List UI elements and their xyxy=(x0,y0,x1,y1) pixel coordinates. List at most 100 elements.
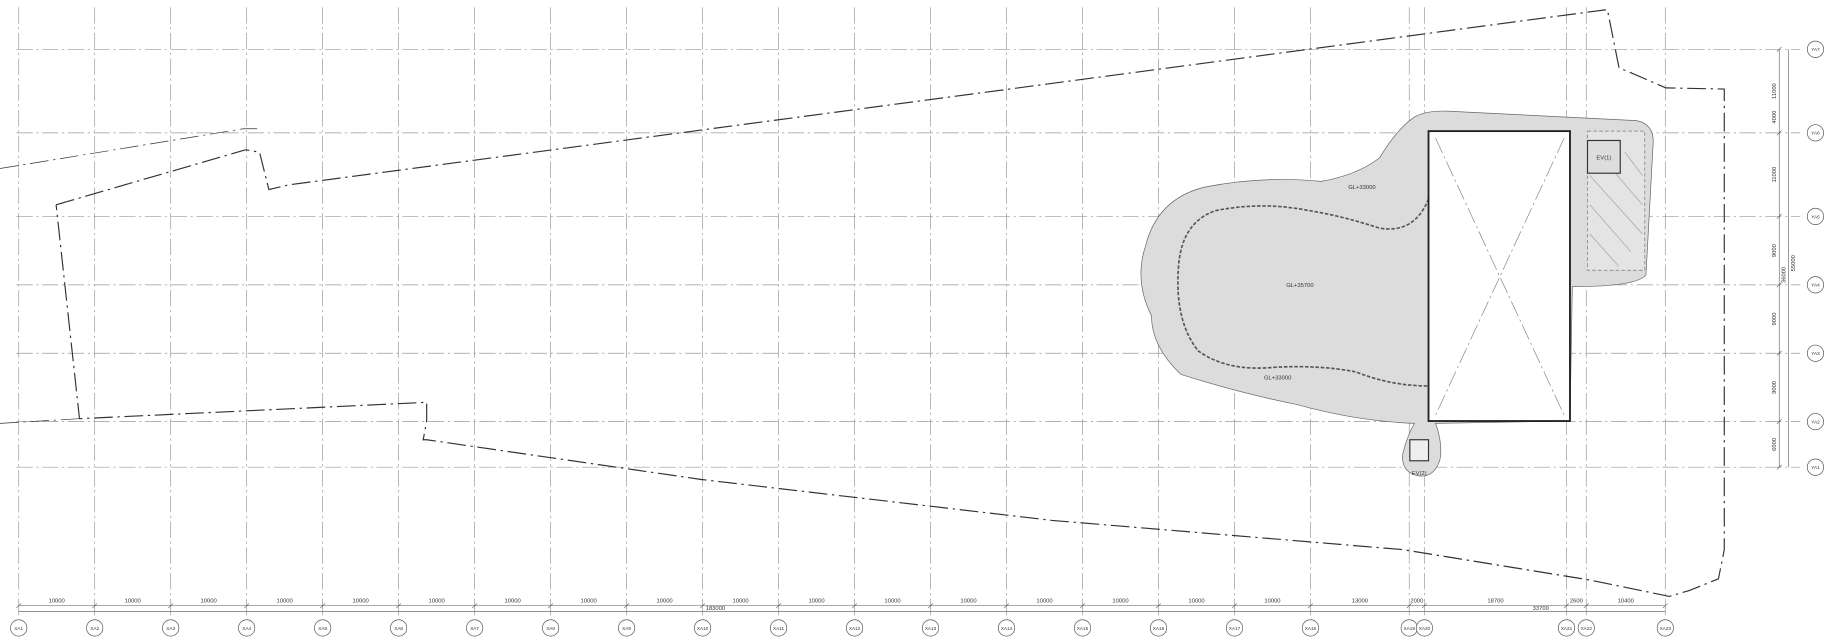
grid-bubble xyxy=(1806,40,1824,58)
dimension: 9000 xyxy=(1772,312,1778,326)
building-outline xyxy=(1427,130,1571,422)
dimension: 4000 xyxy=(1772,110,1778,124)
grid-label: XA9 xyxy=(622,626,631,631)
grid-bubble xyxy=(1806,276,1824,294)
grid-label: XA12 xyxy=(849,626,861,631)
elevator-label: EV(1) xyxy=(1596,156,1611,162)
dimension: 2600 xyxy=(1570,599,1584,605)
dimension: 10400 xyxy=(1618,599,1635,605)
grid-bubble xyxy=(846,619,864,637)
grid-label: XA18 xyxy=(1305,626,1317,631)
dimension: 18700 xyxy=(1487,599,1504,605)
grid-label: XA1 xyxy=(14,626,23,631)
grid-bubble xyxy=(1225,619,1244,637)
grid-label: YA4 xyxy=(1811,283,1820,288)
grid-label: XA6 xyxy=(394,626,403,631)
dimension: 55000 xyxy=(1791,254,1797,271)
dimension: 11000 xyxy=(1772,166,1778,183)
grid-label: XA23 xyxy=(1660,626,1672,631)
grid-label: YA6 xyxy=(1811,131,1820,136)
grid-label: XA5 xyxy=(318,626,327,631)
grid-bubble xyxy=(86,619,104,637)
dimension: 10000 xyxy=(353,599,370,605)
dimension: 6000 xyxy=(1772,437,1778,451)
hatch xyxy=(1589,151,1643,267)
grid-bubble xyxy=(1806,207,1824,225)
elevator-box xyxy=(1586,139,1621,174)
dimension: 10000 xyxy=(1036,599,1053,605)
grid-label: XA4 xyxy=(242,626,251,631)
dimension: 10000 xyxy=(125,599,142,605)
dimension: 10000 xyxy=(732,599,749,605)
grid-bubble xyxy=(1806,124,1824,142)
grid-label: YA7 xyxy=(1811,47,1820,52)
grid-bubble xyxy=(1301,619,1319,637)
dimension: 9000 xyxy=(1772,243,1778,257)
grid-label: XA11 xyxy=(773,626,784,631)
roof-area xyxy=(1140,110,1654,477)
dimension: 10000 xyxy=(1264,599,1281,605)
grid-bubble xyxy=(10,619,28,637)
parapet-path xyxy=(1177,198,1430,387)
grid-bubble xyxy=(542,619,560,637)
grid-label: XA20 xyxy=(1419,626,1431,631)
dimension: 10000 xyxy=(49,599,66,605)
adjacent-line xyxy=(0,418,80,424)
dimension: 9000 xyxy=(1772,380,1778,394)
dimension: 10000 xyxy=(504,599,521,605)
grid-bubble xyxy=(618,619,636,637)
grid-label: XA7 xyxy=(470,626,479,631)
level-label: GL+33000 xyxy=(1264,375,1292,381)
grid-label: YA5 xyxy=(1811,214,1820,219)
grid-bubble xyxy=(1149,619,1168,637)
grid-label: XA13 xyxy=(925,626,937,631)
grid-bubble xyxy=(770,619,788,637)
grid-label: XA17 xyxy=(1229,626,1241,631)
grid-label: XA3 xyxy=(166,626,175,631)
dimension: 10000 xyxy=(580,599,597,605)
adjacent-line xyxy=(0,128,258,169)
grid-label: XA21 xyxy=(1561,626,1573,631)
dimension-total: 183000 xyxy=(706,606,726,612)
dimension: 10000 xyxy=(884,599,901,605)
grid-label: YA3 xyxy=(1811,351,1820,356)
grid-bubble xyxy=(1577,619,1595,637)
elevator-label: EV(2) xyxy=(1412,471,1427,477)
grid-label: XA14 xyxy=(1001,626,1013,631)
level-label: GL+33000 xyxy=(1348,185,1376,191)
grid-bubble xyxy=(1073,619,1092,637)
dimension-total: 33700 xyxy=(1533,606,1550,612)
dimension: 10000 xyxy=(201,599,218,605)
grid-label: XA2 xyxy=(90,626,99,631)
grid-label: XA8 xyxy=(546,626,555,631)
level-label: GL+35700 xyxy=(1286,283,1314,289)
dimension: 10000 xyxy=(960,599,977,605)
grid-bubble xyxy=(314,619,332,637)
grid-bubble xyxy=(694,619,712,637)
dimension: 10000 xyxy=(808,599,825,605)
dimension: 2000 xyxy=(1410,599,1424,605)
grid-bubble xyxy=(1806,413,1824,431)
grid-label: YA1 xyxy=(1811,465,1820,470)
dimension: 13000 xyxy=(1352,599,1369,605)
elevator-box xyxy=(1409,439,1430,462)
dimension: 10000 xyxy=(277,599,294,605)
grid-bubble xyxy=(1415,619,1433,637)
grid-label: YA2 xyxy=(1811,419,1820,424)
grid-label: XA10 xyxy=(697,626,709,631)
dimension: 10000 xyxy=(1112,599,1129,605)
grid-bubble xyxy=(466,619,484,637)
dimension: 11000 xyxy=(1772,82,1778,99)
grid-bubble xyxy=(238,619,256,637)
site-boundary xyxy=(55,8,1725,597)
dimension: 10000 xyxy=(429,599,446,605)
grid-bubble xyxy=(390,619,408,637)
grid-bubble xyxy=(997,619,1016,637)
grid-bubble xyxy=(1806,458,1824,476)
grid-bubble xyxy=(162,619,180,637)
grid-bubble xyxy=(1806,344,1824,362)
grid-label: XA15 xyxy=(1077,626,1089,631)
grid-bubble xyxy=(1557,619,1576,637)
dimension: 10000 xyxy=(1188,599,1205,605)
